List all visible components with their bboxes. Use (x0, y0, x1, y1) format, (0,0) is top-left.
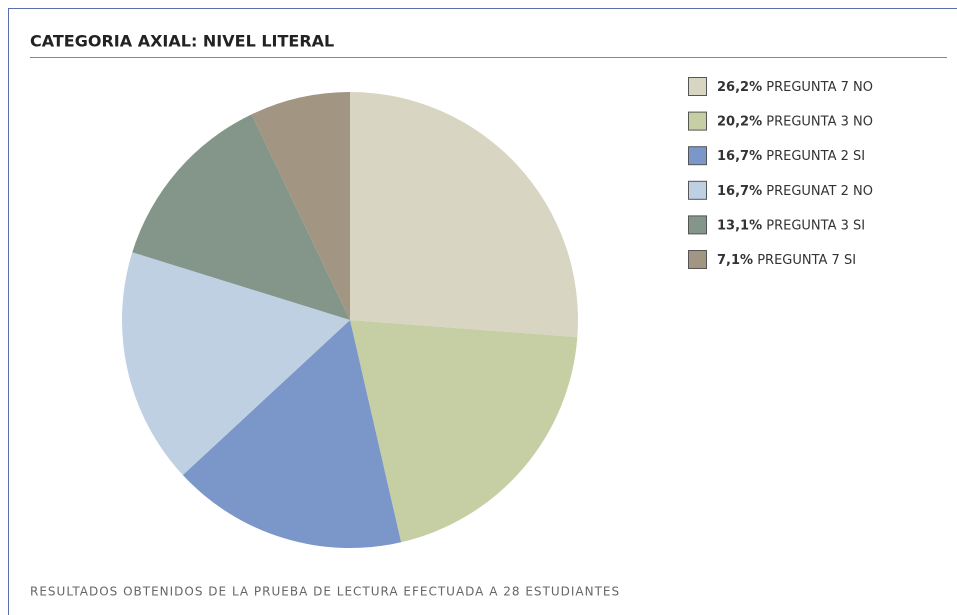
legend-swatch (688, 250, 707, 269)
pie-slice (132, 114, 350, 321)
legend-label: PREGUNTA 3 NO (766, 114, 873, 129)
legend-entry: 16,7% PREGUNAT 2 NO (717, 183, 873, 198)
caption: RESULTADOS OBTENIDOS DE LA PRUEBA DE LEC… (30, 585, 620, 599)
pie-slice (182, 320, 402, 548)
legend-label: PREGUNTA 2 SI (766, 149, 865, 164)
legend-label: PREGUNTA 3 SI (766, 218, 865, 233)
legend-label: PREGUNAT 2 NO (766, 183, 873, 198)
legend-entry: 13,1% PREGUNTA 3 SI (717, 218, 865, 233)
legend-entry: 20,2% PREGUNTA 3 NO (717, 114, 873, 129)
pie-slice (251, 92, 350, 320)
frame (8, 8, 957, 615)
pie-slice (121, 252, 350, 476)
legend-entry: 26,2% PREGUNTA 7 NO (717, 80, 873, 95)
legend-value: 7,1% (717, 253, 753, 268)
legend-label: PREGUNTA 7 SI (757, 253, 856, 268)
legend-value: 26,2% (717, 80, 762, 95)
legend-entry: 16,7% PREGUNTA 2 SI (717, 149, 865, 164)
legend-swatch (688, 180, 707, 200)
legend-swatch (688, 146, 707, 166)
legend-swatch (688, 215, 707, 235)
legend-value: 16,7% (717, 149, 762, 164)
legend-value: 16,7% (717, 183, 762, 198)
legend-label: PREGUNTA 7 NO (766, 80, 873, 95)
legend-value: 13,1% (717, 218, 762, 233)
legend-entry: 7,1% PREGUNTA 7 SI (717, 253, 856, 268)
legend-value: 20,2% (717, 114, 762, 129)
legend-swatch (688, 111, 707, 131)
pie-slice (350, 92, 579, 338)
legend-swatch (688, 77, 707, 96)
pie-slice (350, 320, 578, 543)
chart-title: CATEGORIA AXIAL: NIVEL LITERAL (30, 32, 334, 51)
